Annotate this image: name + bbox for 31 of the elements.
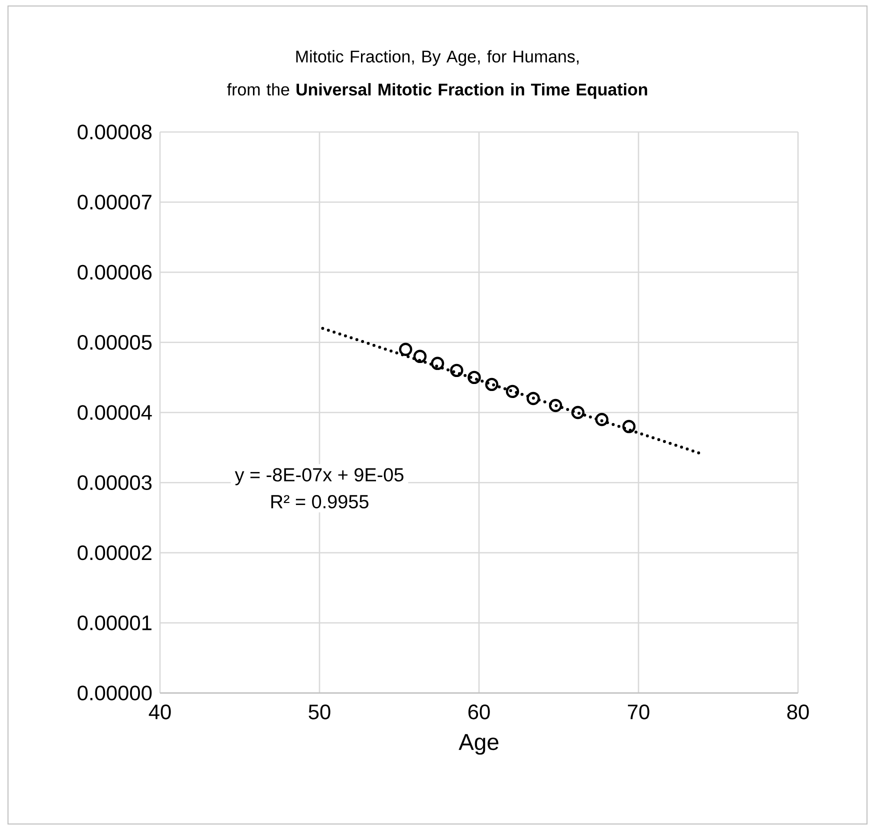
- y-tick-label: 0.00006: [78, 264, 152, 280]
- x-tick-label: 80: [787, 704, 809, 720]
- chart-subtitle: from the Universal Mitotic Fraction in Time Equation: [227, 83, 648, 99]
- x-tick-label: 40: [148, 704, 171, 720]
- y-tick-label: 0.00005: [78, 334, 152, 350]
- x-tick-label: 70: [628, 704, 650, 720]
- point: [595, 412, 608, 426]
- y-tick-label: 0.00004: [78, 405, 152, 420]
- x-axis-title: Age: [458, 734, 498, 755]
- point: [399, 342, 412, 356]
- y-tick-label: 0.00001: [78, 615, 152, 630]
- x-tick-label: 60: [468, 704, 490, 720]
- y-tick-label: 0.00003: [78, 475, 152, 490]
- chart-title: Mitotic Fraction, By Age, for Humans,: [296, 50, 579, 66]
- point: [485, 378, 498, 392]
- point: [526, 392, 540, 406]
- annotation: y = -8E-07x + 9E-05: [234, 468, 404, 486]
- y-tick-label: 0.00002: [78, 545, 152, 560]
- y-tick-label: 0.00008: [78, 124, 152, 140]
- annotation: R² = 0.9955: [271, 494, 368, 508]
- point: [548, 398, 562, 412]
- point: [468, 370, 481, 384]
- y-tick-label: 0.00000: [78, 686, 152, 700]
- point: [413, 350, 427, 363]
- x-tick-label: 50: [308, 704, 330, 720]
- point: [571, 406, 584, 420]
- point: [506, 384, 520, 398]
- point: [450, 364, 464, 378]
- y-tick-label: 0.00007: [78, 194, 152, 210]
- point: [430, 356, 444, 370]
- point: [622, 420, 636, 434]
